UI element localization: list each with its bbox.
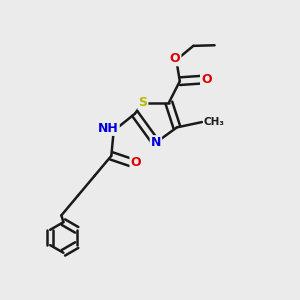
Text: CH₃: CH₃ bbox=[204, 117, 225, 127]
Text: S: S bbox=[138, 96, 147, 109]
Text: NH: NH bbox=[98, 122, 119, 135]
Text: O: O bbox=[201, 73, 211, 86]
Text: N: N bbox=[151, 136, 161, 149]
Text: O: O bbox=[170, 52, 180, 65]
Text: O: O bbox=[130, 156, 141, 169]
